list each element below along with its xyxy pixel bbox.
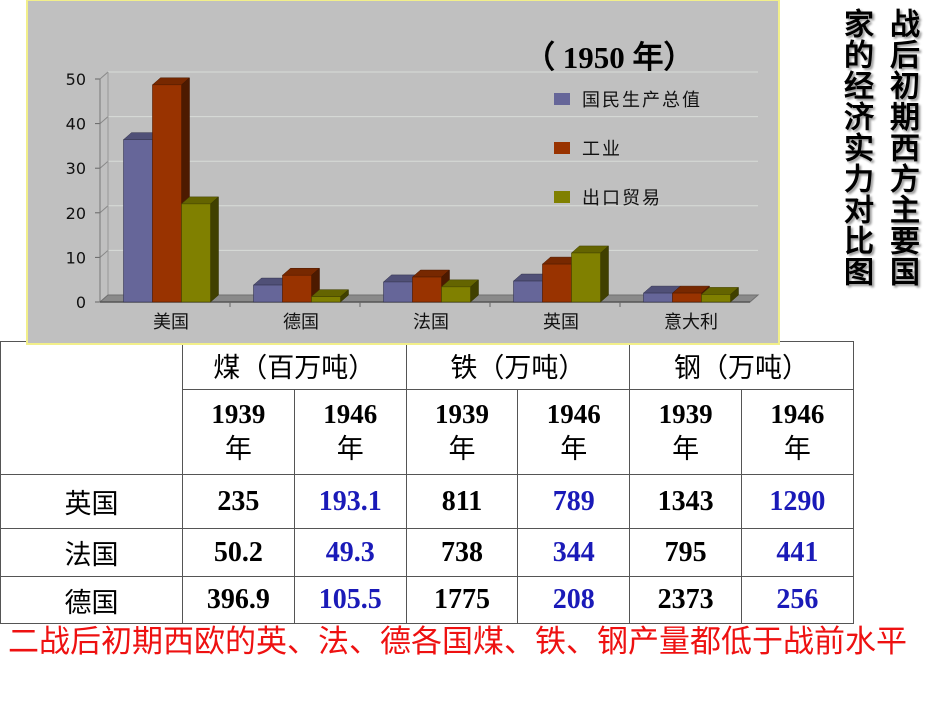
title-column-1: 战后初期西方主要国 bbox=[884, 8, 919, 287]
bar bbox=[311, 296, 341, 303]
table-row: 英国 235 193.1 811 789 1343 1290 bbox=[0, 474, 854, 529]
cell-value: 49.3 bbox=[293, 528, 407, 577]
header-iron: 铁（万吨） bbox=[405, 341, 631, 390]
bar-side bbox=[600, 245, 609, 303]
legend-swatch bbox=[554, 142, 570, 154]
cell-value: 396.9 bbox=[182, 576, 295, 624]
table-corner-cell bbox=[0, 341, 183, 475]
header-year: 1939 年 bbox=[405, 389, 519, 475]
cell-value: 789 bbox=[517, 474, 631, 529]
table-row: 德国 396.9 105.5 1775 208 2373 256 bbox=[0, 576, 854, 624]
chart-subtitle: （ 1950 年） bbox=[524, 40, 695, 75]
bar bbox=[701, 294, 731, 303]
legend-label: 国民生产总值 bbox=[582, 90, 702, 111]
cell-value: 1290 bbox=[740, 474, 854, 529]
header-steel: 钢（万吨） bbox=[629, 341, 854, 390]
x-category-label: 意大利 bbox=[664, 312, 718, 333]
conclusion-text: 二战后初期西欧的英、法、德各国煤、铁、钢产量都低于战前水平 bbox=[8, 624, 907, 660]
cell-value: 1343 bbox=[629, 474, 742, 529]
cell-value: 2373 bbox=[629, 576, 742, 624]
legend-label: 工业 bbox=[582, 139, 622, 160]
bar bbox=[441, 286, 471, 303]
x-category-label: 英国 bbox=[543, 312, 579, 333]
cell-value: 1775 bbox=[405, 576, 519, 624]
legend-swatch bbox=[554, 191, 570, 203]
bar bbox=[253, 284, 283, 303]
cell-value: 441 bbox=[740, 528, 854, 577]
bar-side bbox=[210, 196, 219, 303]
x-category-label: 美国 bbox=[153, 312, 189, 333]
header-coal: 煤（百万吨） bbox=[182, 341, 407, 390]
y-tick-depth bbox=[99, 205, 109, 214]
row-country: 英国 bbox=[0, 474, 183, 529]
bar bbox=[383, 281, 413, 303]
bar bbox=[181, 203, 211, 303]
bar bbox=[643, 292, 673, 303]
y-tick-depth bbox=[99, 250, 109, 258]
y-tick-depth bbox=[99, 71, 109, 80]
chart-title: 战后初期西方主要国 家的经济实力对比图 bbox=[838, 8, 919, 298]
cell-value: 208 bbox=[517, 576, 631, 624]
x-category-label: 法国 bbox=[413, 312, 449, 333]
cell-value: 795 bbox=[629, 528, 742, 577]
cell-value: 235 bbox=[182, 474, 295, 529]
cell-value: 738 bbox=[405, 528, 519, 577]
cell-value: 50.2 bbox=[182, 528, 295, 577]
bar bbox=[542, 263, 572, 303]
table-header-years: 1939 年 1946 年 1939 年 1946 年 1939 年 1946 年 bbox=[1, 389, 854, 475]
table-row: 法国 50.2 49.3 738 344 795 441 bbox=[0, 528, 854, 577]
cell-value: 344 bbox=[517, 528, 631, 577]
legend-label: 出口贸易 bbox=[582, 188, 662, 209]
y-tick-depth bbox=[99, 116, 109, 124]
y-tick-depth bbox=[99, 160, 109, 169]
header-year: 1939 年 bbox=[629, 389, 742, 475]
row-country: 德国 bbox=[0, 576, 183, 624]
header-year: 1946 年 bbox=[517, 389, 631, 475]
cell-value: 256 bbox=[740, 576, 854, 624]
table-header-groups: 煤（百万吨） 铁（万吨） 钢（万吨） bbox=[0, 341, 854, 475]
bar bbox=[152, 84, 182, 303]
header-year: 1939 年 bbox=[182, 389, 295, 475]
bar bbox=[672, 292, 702, 303]
bar bbox=[571, 252, 601, 303]
y-tick-label: 20 bbox=[66, 204, 86, 223]
y-tick-label: 30 bbox=[66, 159, 86, 178]
bar bbox=[412, 276, 442, 303]
x-category-label: 德国 bbox=[283, 312, 319, 333]
title-column-2: 家的经济实力对比图 bbox=[838, 8, 873, 287]
y-tick-label: 0 bbox=[76, 293, 86, 312]
bar-chart: 0 10 20 30 40 50 美国 德国 法国 英国 意大利 国民生产总值 工业出口贸易 （ 195… bbox=[26, 0, 780, 345]
cell-value: 811 bbox=[405, 474, 519, 529]
legend-swatch bbox=[554, 93, 570, 105]
bar bbox=[123, 139, 153, 303]
y-tick-label: 40 bbox=[66, 115, 86, 134]
header-year: 1946 年 bbox=[293, 389, 407, 475]
y-tick-label: 10 bbox=[66, 248, 86, 267]
cell-value: 105.5 bbox=[293, 576, 407, 624]
header-year: 1946 年 bbox=[740, 389, 854, 475]
bar bbox=[282, 274, 312, 303]
bar bbox=[513, 280, 543, 303]
row-country: 法国 bbox=[0, 528, 183, 577]
cell-value: 193.1 bbox=[293, 474, 407, 529]
production-table: 煤（百万吨） 铁（万吨） 钢（万吨） 1939 年 1946 年 1939 年 194… bbox=[0, 341, 854, 624]
y-tick-label: 50 bbox=[66, 70, 86, 89]
